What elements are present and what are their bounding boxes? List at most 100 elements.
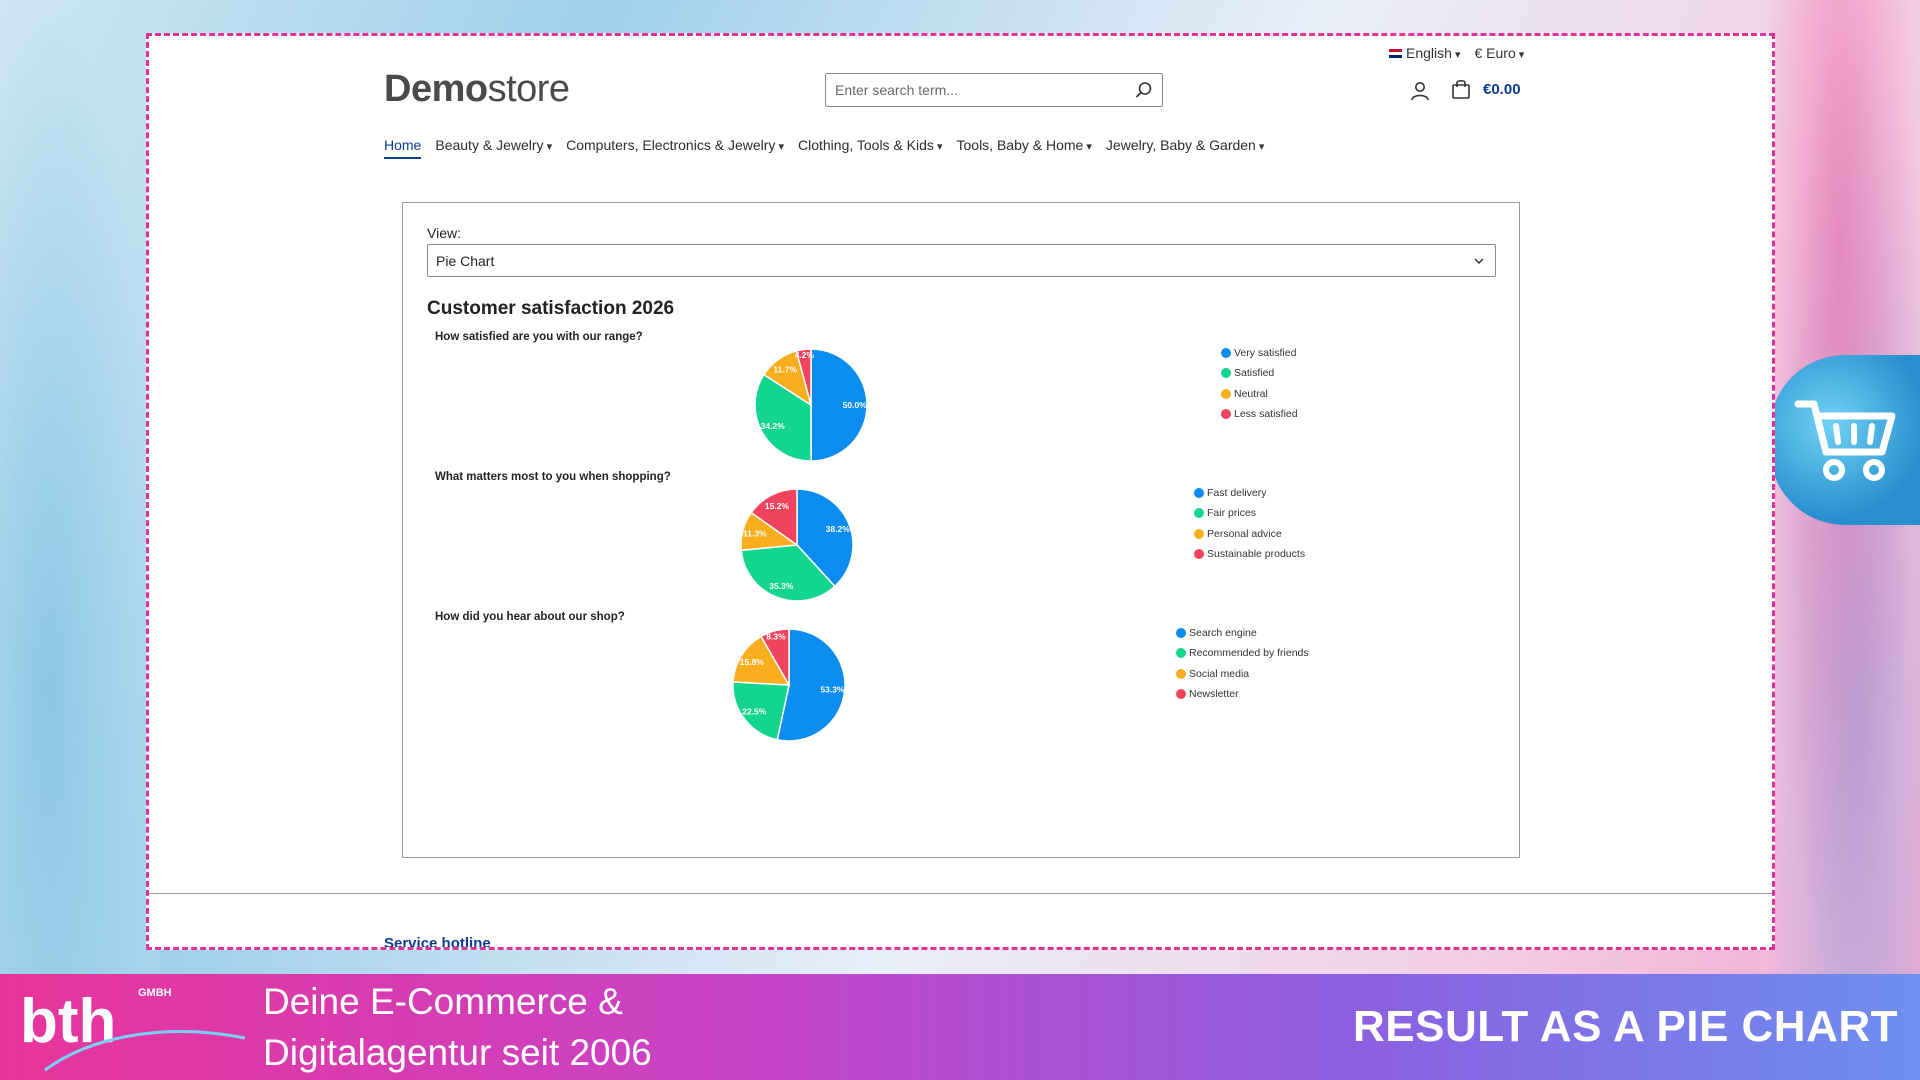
brand-logo-text: bth (20, 987, 116, 1056)
pie-data-label-3: 11.3% (743, 529, 767, 539)
legend-item[interactable]: Search engine (1176, 623, 1309, 643)
legend-swatch (1194, 528, 1204, 539)
pie-data-label-1: 53.3% (820, 685, 845, 695)
legend-swatch (1194, 488, 1204, 499)
pie-data-label-2: 22.5% (742, 707, 767, 717)
chart-legend: Search engine Recommended by friends Socia… (1176, 623, 1309, 704)
brand-logo: bth GMBH (20, 987, 246, 1072)
pie-slice-1[interactable] (776, 628, 846, 742)
shopping-cart-decoration (1770, 355, 1920, 525)
search-input[interactable]: Enter search term... (825, 73, 1163, 107)
brand-logo-suffix: GMBH (138, 987, 172, 999)
pie-data-label-4: 15.2% (765, 501, 790, 511)
panel-title: Customer satisfaction 2026 (427, 298, 675, 319)
cart-total[interactable]: €0.00 (1483, 81, 1521, 98)
pie-slice-4[interactable] (760, 628, 790, 688)
pie-slice-1[interactable] (810, 348, 868, 462)
legend-swatch (1194, 549, 1204, 560)
currency-selector[interactable]: € Euro (1475, 45, 1525, 61)
legend-label: Sustainable products (1207, 548, 1306, 561)
nav-item-1[interactable]: Beauty & Jewelry (435, 137, 552, 159)
nav-item-3[interactable]: Clothing, Tools & Kids (798, 137, 943, 159)
topbar: English € Euro (1389, 45, 1524, 61)
legend-item[interactable]: Neutral (1221, 384, 1298, 404)
legend-item[interactable]: Very satisfied (1221, 343, 1298, 363)
legend-swatch (1221, 348, 1231, 359)
chart-legend: Very satisfied Satisfied Neutral Less satis… (1221, 343, 1298, 424)
legend-item[interactable]: Newsletter (1176, 684, 1309, 704)
pie-data-label-1: 38.2% (826, 524, 851, 534)
browser-frame: English € Euro Demostore Enter search te… (146, 33, 1775, 950)
legend-swatch (1176, 628, 1186, 639)
legend-label: Satisfied (1234, 367, 1275, 380)
legend-label: Very satisfied (1234, 347, 1297, 360)
footer-divider (149, 893, 1772, 894)
logo-bold: Demo (384, 68, 488, 110)
nav-item-4[interactable]: Tools, Baby & Home (957, 137, 1092, 159)
pie-data-label-4: 4.2% (795, 350, 815, 360)
account-icon[interactable] (1409, 80, 1431, 102)
pie-chart-3: How did you hear about our shop? 53.3% 22.… (403, 611, 1521, 781)
legend-swatch (1221, 388, 1231, 399)
legend-swatch (1176, 668, 1186, 679)
language-selector[interactable]: English (1389, 45, 1461, 61)
search-icon[interactable] (1134, 80, 1154, 100)
legend-item[interactable]: Satisfied (1221, 363, 1298, 383)
cart-icon (1794, 400, 1896, 481)
legend-label: Newsletter (1189, 688, 1239, 701)
legend-label: Less satisfied (1234, 408, 1298, 421)
legend-swatch (1221, 368, 1231, 379)
background-left (0, 0, 160, 980)
legend-label: Fair prices (1207, 507, 1257, 520)
search-placeholder: Enter search term... (835, 82, 958, 98)
legend-item[interactable]: Recommended by friends (1176, 643, 1309, 663)
pie-chart-2: What matters most to you when shopping? 3… (403, 471, 1521, 641)
chart-question: What matters most to you when shopping? (435, 471, 671, 483)
legend-item[interactable]: Social media (1176, 664, 1309, 684)
pie-data-label-1: 50.0% (843, 400, 868, 410)
legend-item[interactable]: Fair prices (1194, 503, 1305, 523)
legend-label: Recommended by friends (1189, 647, 1309, 660)
legend-item[interactable]: Sustainable products (1194, 544, 1305, 564)
pie-slice-3[interactable] (732, 635, 791, 686)
banner-tagline: Deine E-Commerce & Digitalagentur seit 2… (263, 976, 652, 1078)
service-hotline-link[interactable]: Service hotline (384, 935, 491, 950)
chart-question: How did you hear about our shop? (435, 611, 625, 623)
pie-svg: 53.3% 22.5% 15.8% 8.3% (732, 628, 846, 742)
legend-swatch (1176, 689, 1186, 700)
pie-data-label-3: 11.7% (773, 365, 797, 375)
legend-item[interactable]: Less satisfied (1221, 404, 1298, 424)
pie-chart-1: How satisfied are you with our range? 50.… (403, 331, 1521, 501)
nav-item-2[interactable]: Computers, Electronics & Jewelry (566, 137, 784, 159)
pie-slice-2[interactable] (732, 681, 790, 741)
legend-label: Social media (1189, 667, 1250, 680)
uk-flag-icon (1389, 49, 1402, 58)
nav-item-5[interactable]: Jewelry, Baby & Garden (1106, 137, 1265, 159)
legend-label: Personal advice (1207, 527, 1282, 540)
store-logo[interactable]: Demostore (384, 68, 570, 111)
main-navigation: Home Beauty & Jewelry Computers, Electroni… (384, 137, 1264, 159)
pie-slice-4[interactable] (750, 488, 798, 547)
view-select[interactable]: Pie Chart (427, 244, 1496, 277)
pie-slice-2[interactable] (740, 544, 836, 602)
legend-swatch (1194, 508, 1204, 519)
legend-swatch (1176, 648, 1186, 659)
legend-swatch (1221, 409, 1231, 420)
logo-light: store (487, 68, 570, 110)
pie-slice-1[interactable] (796, 488, 854, 588)
pie-data-label-4: 8.3% (766, 631, 786, 641)
language-label: English (1406, 45, 1452, 61)
legend-label: Search engine (1189, 627, 1257, 640)
legend-item[interactable]: Fast delivery (1194, 483, 1305, 503)
legend-label: Fast delivery (1207, 487, 1267, 500)
promo-banner: bth GMBH Deine E-Commerce & Digitalagent… (0, 974, 1920, 1080)
tagline-line-1: Deine E-Commerce & (263, 981, 623, 1022)
currency-label: € Euro (1474, 45, 1516, 61)
pie-slice-4[interactable] (795, 348, 812, 406)
nav-item-0[interactable]: Home (384, 137, 422, 159)
legend-item[interactable]: Personal advice (1194, 524, 1305, 544)
pie-svg: 38.2% 35.3% 11.3% 15.2% (740, 488, 854, 602)
pie-data-label-2: 34.2% (761, 421, 786, 431)
legend-label: Neutral (1234, 387, 1268, 400)
cart-bag-icon[interactable] (1450, 78, 1472, 100)
